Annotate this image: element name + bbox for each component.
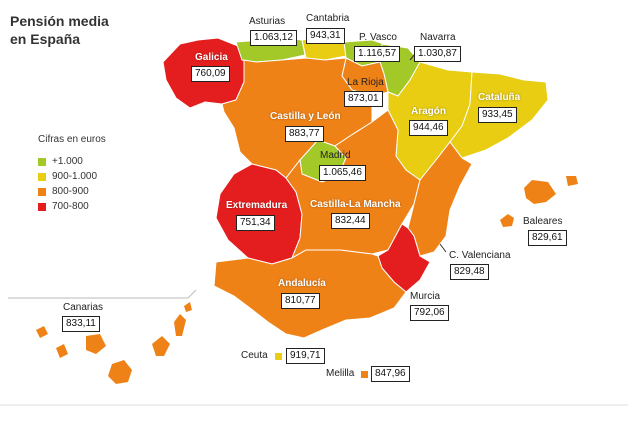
- legend-label-orange: 800-900: [52, 186, 89, 197]
- label-extremadura: Extremadura: [226, 200, 288, 211]
- legend-label-green: +1.000: [52, 156, 83, 167]
- label-baleares: Baleares: [523, 216, 563, 227]
- legend-item-green: +1.000: [38, 154, 106, 169]
- map-title: Pensión media en España: [10, 12, 109, 48]
- label-larioja: La Rioja: [347, 77, 384, 88]
- region-baleares-east[interactable]: [566, 176, 578, 186]
- region-canarias-5[interactable]: [152, 336, 170, 356]
- value-castillaleon: 883,77: [285, 126, 324, 142]
- value-ceuta: 919,71: [286, 348, 325, 364]
- label-andalucia: Andalucía: [278, 278, 326, 289]
- region-baleares-south[interactable]: [500, 214, 514, 227]
- region-canarias-2[interactable]: [56, 344, 68, 358]
- label-cantabria: Cantabria: [306, 13, 350, 24]
- region-canarias-7[interactable]: [184, 302, 192, 312]
- region-canarias-1[interactable]: [36, 326, 48, 338]
- value-aragon: 944,46: [409, 120, 448, 136]
- value-cataluna: 933,45: [478, 107, 517, 123]
- legend-title: Cifras en euros: [38, 134, 106, 145]
- title-line-2: en España: [10, 31, 81, 47]
- label-cvalenciana: C. Valenciana: [449, 250, 511, 261]
- label-aragon: Aragón: [411, 106, 446, 117]
- region-canarias-3[interactable]: [86, 334, 106, 354]
- legend-swatch-red: [38, 202, 46, 211]
- ceuta-marker: [275, 353, 282, 360]
- label-melilla: Melilla: [326, 368, 355, 379]
- label-madrid: Madrid: [320, 150, 351, 161]
- value-cantabria: 943,31: [306, 28, 345, 44]
- label-castillaleon: Castilla y León: [270, 111, 341, 122]
- legend-label-red: 700-800: [52, 201, 89, 212]
- leader-cvalenciana: [439, 243, 447, 253]
- value-galicia: 760,09: [191, 66, 230, 82]
- region-canarias-4[interactable]: [108, 360, 132, 384]
- label-pvasco: P. Vasco: [359, 32, 397, 43]
- value-baleares: 829,61: [528, 230, 567, 246]
- region-baleares[interactable]: [524, 180, 556, 204]
- value-andalucia: 810,77: [281, 293, 320, 309]
- legend-swatch-orange: [38, 187, 46, 196]
- value-madrid: 1.065,46: [319, 165, 366, 181]
- label-castillamancha: Castilla-La Mancha: [310, 199, 401, 210]
- region-canarias-6[interactable]: [174, 314, 186, 336]
- legend: Cifras en euros +1.000 900-1.000 800-900…: [38, 134, 106, 214]
- label-galicia: Galicia: [195, 52, 228, 63]
- label-ceuta: Ceuta: [241, 350, 268, 361]
- legend-item-red: 700-800: [38, 199, 106, 214]
- value-murcia: 792,06: [410, 305, 449, 321]
- legend-swatch-green: [38, 157, 46, 166]
- label-asturias: Asturias: [249, 16, 286, 27]
- label-cataluna: Cataluña: [478, 92, 521, 103]
- value-navarra: 1.030,87: [414, 46, 461, 62]
- canarias-inset-frame: [8, 289, 197, 299]
- value-cvalenciana: 829,48: [450, 264, 489, 280]
- title-line-1: Pensión media: [10, 13, 109, 29]
- value-extremadura: 751,34: [236, 215, 275, 231]
- legend-swatch-yellow: [38, 172, 46, 181]
- value-melilla: 847,96: [371, 366, 410, 382]
- value-larioja: 873,01: [344, 91, 383, 107]
- value-canarias: 833,11: [62, 316, 100, 332]
- label-navarra: Navarra: [420, 32, 456, 43]
- legend-item-yellow: 900-1.000: [38, 169, 106, 184]
- value-asturias: 1.063,12: [250, 30, 297, 46]
- legend-label-yellow: 900-1.000: [52, 171, 98, 182]
- label-canarias: Canarias: [63, 302, 104, 313]
- melilla-marker: [361, 371, 368, 378]
- value-pvasco: 1.116,57: [354, 46, 401, 62]
- legend-item-orange: 800-900: [38, 184, 106, 199]
- value-castillamancha: 832,44: [331, 213, 370, 229]
- label-murcia: Murcia: [410, 291, 441, 302]
